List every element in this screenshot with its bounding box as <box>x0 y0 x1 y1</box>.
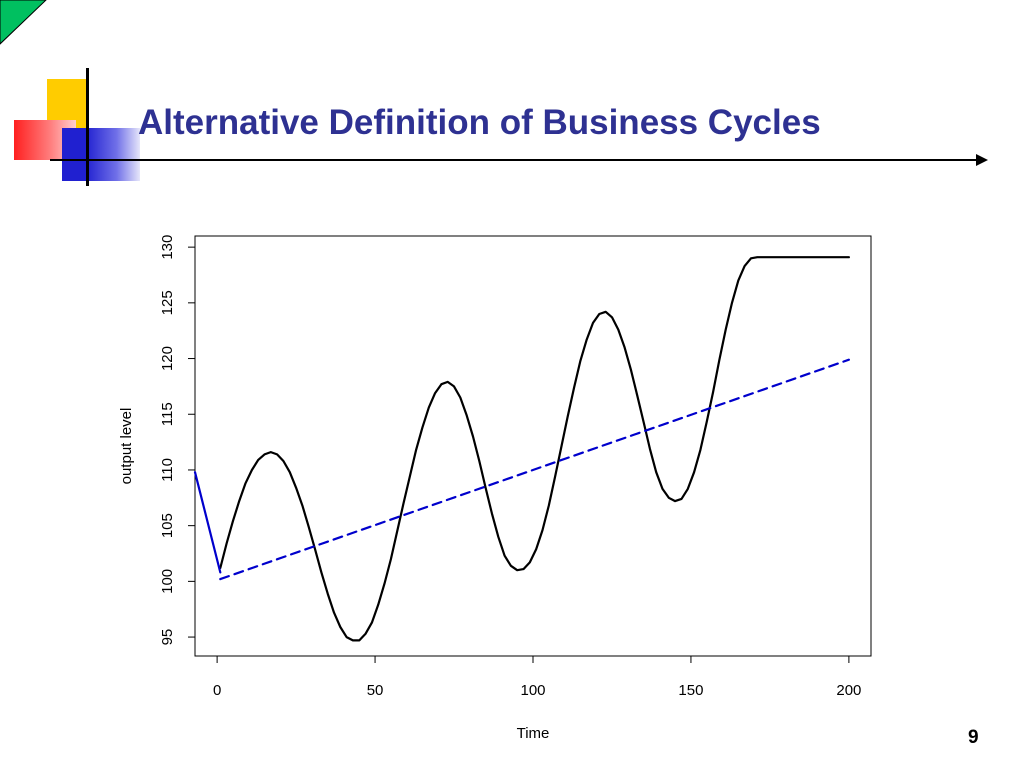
corner-tab-decoration <box>0 0 47 45</box>
y-tick-label: 95 <box>159 629 176 646</box>
y-tick-label: 130 <box>159 235 176 260</box>
x-tick-label: 100 <box>520 682 545 699</box>
y-tick-label: 120 <box>159 346 176 371</box>
x-tick-label: 200 <box>836 682 861 699</box>
x-tick-label: 0 <box>213 682 221 699</box>
blue-square <box>62 128 140 181</box>
x-axis-label: Time <box>517 725 550 742</box>
decoration-horizontal-line <box>50 159 90 161</box>
plot-frame <box>194 235 872 657</box>
title-underline <box>88 159 978 161</box>
initial-segment-line <box>193 471 222 574</box>
title-decoration <box>0 0 140 190</box>
y-tick-label: 115 <box>159 402 176 426</box>
y-axis-label: output level <box>118 408 135 485</box>
decoration-vertical-line <box>86 68 89 186</box>
title-arrowhead <box>976 154 988 166</box>
y-tick-label: 100 <box>159 569 176 594</box>
x-tick-label: 150 <box>678 682 703 699</box>
slide-title: Alternative Definition of Business Cycle… <box>138 103 821 142</box>
y-tick-label: 125 <box>159 290 176 315</box>
x-tick-label: 50 <box>367 682 384 699</box>
y-tick-label: 110 <box>159 458 176 482</box>
page-number: 9 <box>968 727 979 748</box>
y-tick-label: 105 <box>159 513 176 538</box>
actual-output-line <box>219 256 851 642</box>
trend-line <box>219 358 851 581</box>
